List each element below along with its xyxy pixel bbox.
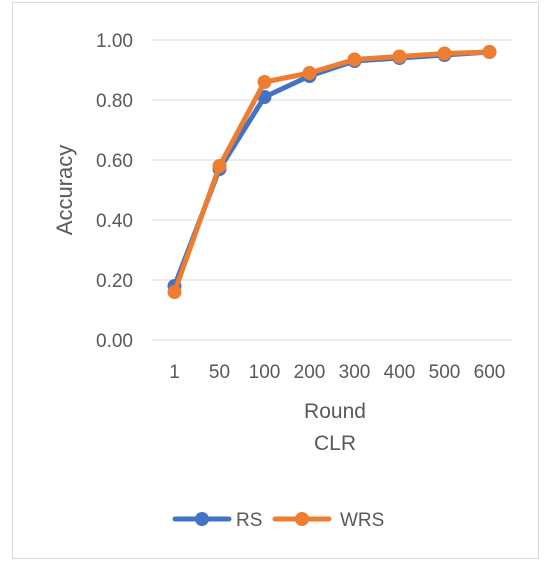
series-wrs: [167, 45, 497, 299]
x-axis-subtitle: CLR: [314, 432, 356, 455]
data-point: [302, 66, 317, 80]
gridlines: [152, 39, 512, 341]
series-line: [172, 49, 492, 295]
legend-item-rs: RS: [172, 510, 262, 531]
data-point: [347, 52, 362, 67]
data-point: [437, 46, 452, 61]
x-tick-label: 50: [209, 362, 230, 383]
legend-swatch-marker: [295, 512, 309, 526]
x-axis-title: Round: [304, 400, 366, 423]
x-tick-label: 600: [474, 362, 506, 383]
data-point: [167, 285, 182, 299]
y-tick-label: 0.20: [96, 271, 133, 292]
y-tick-label: 0.00: [96, 331, 133, 352]
series-layer: [167, 45, 497, 299]
y-tick-label: 0.80: [96, 91, 133, 112]
data-point: [212, 159, 227, 173]
x-tick-label: 400: [384, 362, 416, 383]
x-tick-label: 200: [294, 362, 326, 383]
y-axis-title: Accuracy: [52, 145, 77, 235]
y-tick-labels: 0.00 0.20 0.40 0.60 0.80 1.00: [96, 31, 133, 352]
legend: RS WRS: [172, 510, 384, 531]
legend-label: WRS: [340, 510, 384, 531]
y-tick-label: 0.40: [96, 211, 133, 232]
x-tick-label: 500: [429, 362, 461, 383]
x-tick-label: 100: [249, 362, 281, 383]
legend-label: RS: [236, 510, 262, 531]
x-tick-label: 1: [169, 362, 180, 383]
legend-swatch-marker: [195, 512, 209, 526]
x-tick-label: 300: [339, 362, 371, 383]
data-point: [257, 75, 272, 89]
x-tick-labels: 1 50 100 200 300 400 500 600: [169, 362, 505, 383]
y-tick-label: 1.00: [96, 31, 133, 52]
data-point: [482, 45, 497, 59]
data-point: [392, 49, 407, 64]
y-tick-label: 0.60: [96, 151, 133, 172]
legend-item-wrs: WRS: [272, 510, 384, 531]
